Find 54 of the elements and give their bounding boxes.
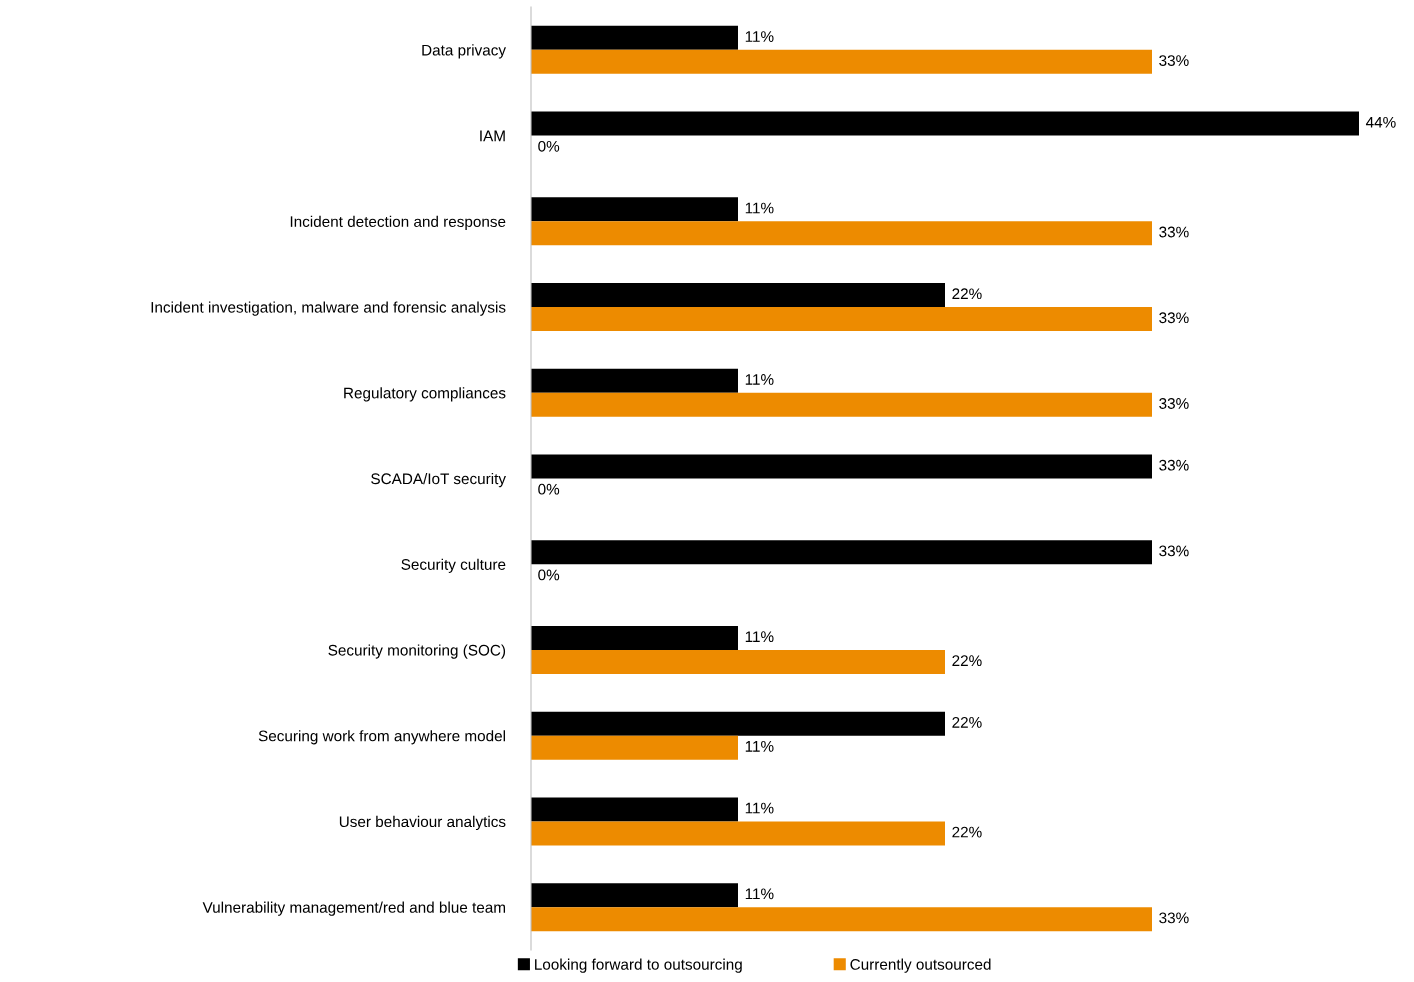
data-label: 22% xyxy=(952,826,982,838)
bar xyxy=(531,25,738,50)
data-label: 33% xyxy=(1159,545,1189,557)
bar xyxy=(531,49,1152,74)
bar xyxy=(531,454,1152,479)
data-label: 0% xyxy=(538,140,560,152)
bar xyxy=(531,711,945,736)
bar xyxy=(531,197,738,222)
bar xyxy=(531,368,738,393)
bar xyxy=(531,821,945,846)
data-label: 33% xyxy=(1159,398,1189,409)
legend-label: Looking forward to outsourcing xyxy=(535,958,742,973)
data-label: 11% xyxy=(745,631,774,642)
data-label: 11% xyxy=(745,202,774,214)
y-tick-label: Security culture xyxy=(401,558,506,573)
data-label: 33% xyxy=(1159,226,1189,238)
data-label: 0% xyxy=(538,569,560,581)
y-tick-label: Regulatory compliances xyxy=(344,387,506,402)
bar xyxy=(531,735,738,760)
data-label: 11% xyxy=(745,374,774,385)
data-label: 33% xyxy=(1159,55,1189,66)
data-label: 11% xyxy=(745,31,774,42)
data-label: 22% xyxy=(952,716,982,728)
bar xyxy=(531,797,738,822)
bar xyxy=(531,883,738,908)
bar xyxy=(531,907,1152,932)
y-tick-label: Incident detection and response xyxy=(290,215,506,231)
data-label: 33% xyxy=(1159,312,1189,324)
data-label: 11% xyxy=(745,888,774,900)
y-tick-label: Data privacy xyxy=(422,44,506,59)
bar xyxy=(531,283,945,308)
bar xyxy=(531,392,1152,417)
data-label: 33% xyxy=(1159,459,1189,471)
bar xyxy=(531,649,945,674)
bar xyxy=(531,221,1152,246)
y-tick-label: User behaviour analytics xyxy=(339,815,506,831)
bar xyxy=(531,111,1359,136)
bar xyxy=(531,625,738,650)
data-label: 11% xyxy=(745,802,774,814)
data-label: 11% xyxy=(745,741,774,752)
bar xyxy=(531,540,1152,565)
data-label: 44% xyxy=(1365,116,1396,128)
y-tick-label: Vulnerability management/red and blue team xyxy=(202,901,506,916)
y-tick-label: IAM xyxy=(480,130,505,142)
data-label: 22% xyxy=(952,288,982,300)
y-tick-label: Securing work from anywhere model xyxy=(258,730,505,745)
y-tick-label: Incident investigation, malware and forensic analysis xyxy=(151,301,506,316)
y-tick-label: SCADA/IoT security xyxy=(371,472,506,488)
data-label: 22% xyxy=(952,655,982,666)
bar xyxy=(531,307,1152,332)
data-label: 0% xyxy=(538,483,560,495)
data-label: 33% xyxy=(1159,912,1189,924)
y-tick-label: Security monitoring (SOC) xyxy=(328,644,506,659)
legend-label: Currently outsourced xyxy=(850,958,991,973)
